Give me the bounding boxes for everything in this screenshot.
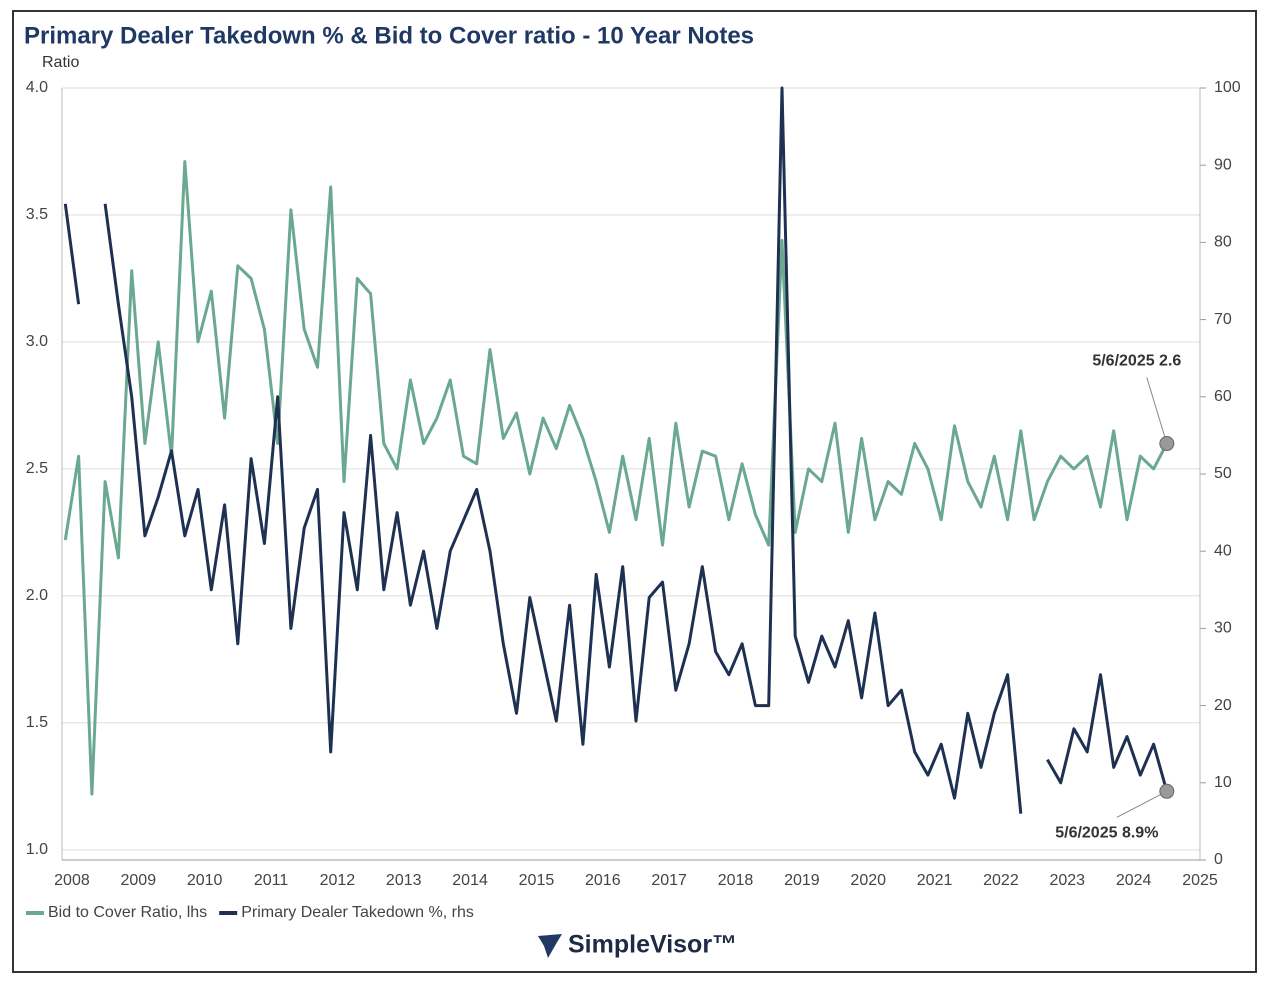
y2-tick-label: 80	[1214, 234, 1232, 251]
x-tick-label: 2015	[519, 872, 555, 889]
x-tick-label: 2013	[386, 872, 422, 889]
y-tick-label: 3.0	[26, 333, 48, 350]
end-marker	[1159, 783, 1175, 799]
frame	[12, 10, 1257, 973]
x-tick-label: 2025	[1182, 872, 1218, 889]
legend-label: Bid to Cover Ratio, lhs	[48, 904, 207, 921]
x-tick-label: 2020	[850, 872, 886, 889]
y2-tick-label: 20	[1214, 697, 1232, 714]
y-tick-label: 1.0	[26, 841, 48, 858]
y2-tick-label: 70	[1214, 311, 1232, 328]
y-tick-label: 2.0	[26, 587, 48, 604]
x-tick-label: 2008	[54, 872, 90, 889]
x-tick-label: 2016	[585, 872, 621, 889]
y-tick-label: 1.5	[26, 714, 48, 731]
y-tick-label: 4.0	[26, 79, 48, 96]
x-tick-label: 2024	[1116, 872, 1152, 889]
x-tick-label: 2009	[121, 872, 157, 889]
y2-tick-label: 40	[1214, 542, 1232, 559]
series-line	[63, 160, 1169, 796]
x-tick-label: 2021	[917, 872, 953, 889]
y2-tick-label: 10	[1214, 774, 1232, 791]
x-tick-label: 2010	[187, 872, 223, 889]
x-tick-label: 2017	[651, 872, 687, 889]
annotation-leader	[1146, 377, 1168, 444]
annotation: 5/6/2025 2.6	[1092, 353, 1181, 370]
y2-tick-label: 50	[1214, 465, 1232, 482]
x-tick-label: 2012	[320, 872, 356, 889]
y2-tick-label: 100	[1214, 79, 1241, 96]
logo-text: SimpleVisor™	[568, 931, 737, 959]
end-marker	[1159, 436, 1175, 452]
chart-title: Primary Dealer Takedown % & Bid to Cover…	[24, 22, 754, 49]
y2-tick-label: 60	[1214, 388, 1232, 405]
annotation: 5/6/2025 8.9%	[1055, 825, 1158, 842]
y-tick-label: 2.5	[26, 460, 48, 477]
x-tick-label: 2014	[452, 872, 488, 889]
y2-tick-label: 30	[1214, 620, 1232, 637]
annotation-leader	[1116, 790, 1168, 818]
legend-label: Primary Dealer Takedown %, rhs	[241, 904, 474, 921]
y-axis-label: Ratio	[42, 54, 79, 71]
y-tick-label: 3.5	[26, 206, 48, 223]
x-tick-label: 2023	[1049, 872, 1085, 889]
x-tick-label: 2018	[718, 872, 754, 889]
x-tick-label: 2011	[254, 872, 289, 889]
y2-tick-label: 0	[1214, 851, 1223, 868]
x-tick-label: 2019	[784, 872, 820, 889]
y2-tick-label: 90	[1214, 156, 1232, 173]
logo: SimpleVisor™	[538, 931, 737, 959]
x-tick-label: 2022	[983, 872, 1019, 889]
logo-icon	[538, 934, 562, 958]
series-line	[63, 86, 1169, 814]
